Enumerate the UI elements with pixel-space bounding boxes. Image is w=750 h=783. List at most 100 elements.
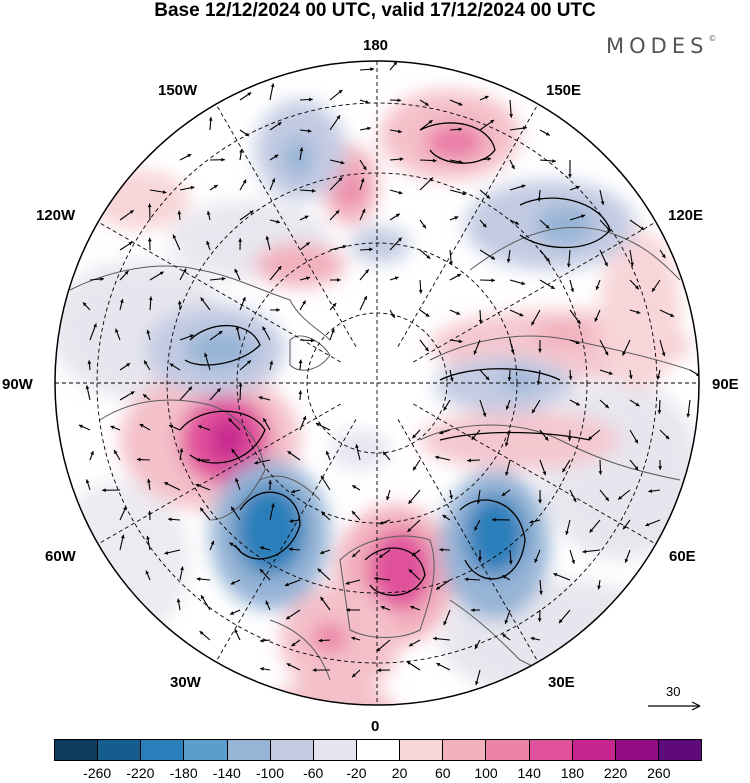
wind-arrow	[291, 489, 301, 494]
wind-arrow	[473, 339, 481, 355]
vector-scale-label: 30	[666, 684, 681, 699]
wind-arrow	[315, 422, 331, 431]
wind-arrow	[298, 390, 303, 401]
wind-arrow	[147, 203, 152, 221]
wind-arrow	[412, 459, 421, 471]
label-lon-150W: 150W	[158, 82, 198, 99]
wind-arrow	[599, 399, 610, 409]
wind-arrow	[478, 309, 483, 324]
wind-arrow	[509, 339, 515, 354]
legend-swatch	[658, 740, 702, 760]
wind-arrow	[299, 215, 309, 221]
legend-swatch	[141, 740, 185, 760]
wind-arrow	[234, 628, 241, 641]
wind-arrow	[359, 126, 371, 131]
legend-tick-label: 140	[517, 765, 541, 781]
wind-arrow	[656, 369, 661, 380]
color-legend	[54, 739, 702, 761]
wind-arrow	[418, 279, 423, 294]
legend-ticks: -260 -220 -180 -140 -100 -60 -20 20 60 100 140 180 2…	[0, 765, 750, 783]
wind-arrow	[269, 178, 276, 191]
wind-arrow	[411, 429, 421, 439]
legend-swatch	[270, 740, 314, 760]
wind-arrow	[110, 425, 121, 431]
wind-arrow	[624, 549, 631, 563]
legend-tick-label: 260	[647, 765, 671, 781]
wind-arrow	[595, 279, 601, 291]
wind-arrow	[299, 129, 312, 133]
wind-arrow	[507, 369, 512, 381]
wind-arrow	[659, 429, 670, 440]
wind-arrow	[235, 477, 241, 491]
wind-arrow	[329, 278, 341, 282]
vector-scale-arrow	[648, 701, 701, 711]
meridian-line	[215, 419, 357, 663]
wind-arrow	[149, 189, 167, 194]
wind-arrow	[380, 605, 391, 611]
wind-arrow	[239, 210, 254, 221]
wind-arrow	[539, 429, 549, 441]
wind-arrow	[238, 238, 243, 251]
wind-arrow	[345, 579, 361, 585]
wind-arrow	[265, 235, 271, 251]
wind-arrow	[359, 208, 366, 221]
wind-arrow	[230, 579, 241, 585]
wind-arrow	[177, 210, 182, 221]
wind-arrow	[407, 519, 421, 533]
wind-arrow	[259, 638, 271, 643]
wind-arrow	[449, 489, 453, 500]
label-lon-30W: 30W	[170, 674, 201, 691]
wind-arrow	[539, 279, 556, 290]
wind-arrow	[629, 219, 645, 231]
wind-arrow	[657, 399, 662, 414]
wind-arrow	[329, 244, 347, 251]
wind-arrow	[239, 179, 247, 191]
wind-arrow	[172, 234, 181, 251]
wind-arrow	[474, 519, 481, 531]
wind-arrow	[509, 159, 515, 170]
wind-arrow	[558, 609, 571, 624]
wind-arrow	[501, 633, 511, 641]
wind-arrow	[119, 270, 129, 281]
wind-arrow	[419, 99, 430, 107]
wind-arrow	[146, 478, 151, 491]
wind-arrow	[195, 483, 211, 491]
wind-arrow	[406, 660, 421, 671]
wind-arrow	[320, 475, 331, 491]
wind-arrow	[389, 276, 399, 281]
wind-arrow	[291, 639, 301, 647]
legend-tick-label: -220	[126, 765, 155, 781]
meridian-line	[397, 103, 539, 347]
wind-arrow	[176, 598, 181, 611]
wind-arrow	[239, 359, 252, 371]
wind-arrow	[531, 399, 541, 414]
wind-arrow	[89, 450, 94, 461]
wind-arrow	[321, 511, 331, 521]
wind-arrow	[538, 339, 542, 353]
wind-arrow	[582, 549, 601, 554]
wind-arrow	[179, 268, 187, 281]
wind-arrow	[359, 159, 367, 171]
wind-arrow	[622, 519, 631, 530]
legend-swatch	[98, 740, 142, 760]
wind-arrow	[501, 489, 511, 497]
wind-arrow	[597, 579, 601, 590]
wind-arrow	[119, 298, 124, 311]
wind-arrow	[329, 114, 341, 131]
wind-arrow	[359, 67, 375, 72]
legend-tick-label: -100	[255, 765, 285, 781]
legend-tick-label: 60	[435, 765, 451, 781]
wind-arrow	[209, 184, 218, 191]
label-lon-90E: 90E	[712, 376, 739, 393]
wind-arrow	[419, 158, 437, 163]
wind-arrow	[299, 147, 304, 161]
wind-arrow	[651, 279, 661, 292]
wind-arrow	[351, 549, 361, 558]
wind-arrow	[659, 249, 666, 259]
wind-arrow	[475, 669, 481, 686]
wind-arrow	[234, 268, 241, 281]
wind-arrow	[530, 636, 541, 641]
wind-arrow	[239, 149, 243, 161]
wind-vectors	[78, 61, 699, 686]
wind-arrow	[539, 219, 550, 229]
